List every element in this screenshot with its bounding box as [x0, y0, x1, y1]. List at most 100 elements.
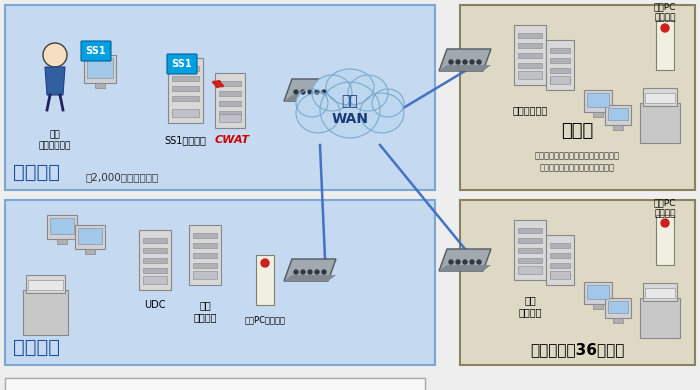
Text: SS1: SS1 [85, 46, 106, 56]
Bar [640, 103, 680, 143]
Bar [550, 243, 570, 248]
Text: 広域
WAN: 広域 WAN [332, 94, 368, 126]
Bar [95, 83, 105, 88]
Polygon shape [439, 65, 491, 71]
Bar [256, 255, 274, 305]
Text: 不正PC
遮断装置: 不正PC 遮断装置 [654, 198, 676, 218]
Bar [514, 220, 546, 280]
Circle shape [470, 260, 474, 264]
Bar [139, 230, 171, 290]
Bar [546, 40, 574, 90]
Bar [50, 218, 74, 234]
Text: SS1: SS1 [172, 59, 193, 69]
Ellipse shape [312, 75, 352, 111]
Circle shape [308, 270, 312, 274]
Bar [587, 93, 609, 107]
Bar [219, 91, 241, 96]
Bar [75, 225, 105, 249]
Bar [550, 48, 570, 53]
Text: 大阪本社: 大阪本社 [13, 163, 60, 182]
Ellipse shape [320, 82, 380, 138]
Circle shape [456, 260, 460, 264]
Circle shape [315, 270, 319, 274]
Circle shape [463, 260, 467, 264]
Bar [5, 5, 435, 190]
Bar [85, 249, 95, 254]
Bar [189, 225, 221, 285]
Ellipse shape [372, 89, 404, 117]
Bar [460, 5, 695, 190]
Bar [605, 298, 631, 318]
Circle shape [477, 60, 481, 64]
Circle shape [322, 90, 326, 94]
Bar [608, 108, 628, 120]
Bar [587, 285, 609, 299]
Polygon shape [284, 275, 336, 281]
Circle shape [477, 260, 481, 264]
Bar [593, 112, 603, 117]
Polygon shape [284, 259, 336, 281]
Bar [518, 266, 542, 274]
Bar [518, 43, 542, 48]
Bar [514, 25, 546, 85]
Bar [550, 76, 570, 84]
Polygon shape [439, 265, 491, 271]
Ellipse shape [296, 89, 328, 117]
Bar [172, 66, 199, 71]
Text: 不正PC遮断装置: 不正PC遮断装置 [244, 315, 286, 324]
Bar [605, 105, 631, 125]
Text: 東京本社: 東京本社 [13, 338, 60, 357]
Bar [172, 96, 199, 101]
Bar [645, 288, 675, 298]
Bar [518, 258, 542, 263]
Bar [172, 109, 199, 117]
Circle shape [456, 60, 460, 64]
Circle shape [463, 60, 467, 64]
Text: 管理
クライアント: 管理 クライアント [39, 130, 71, 150]
Bar [613, 125, 623, 130]
Circle shape [46, 43, 64, 61]
Text: 収集
サーバー: 収集 サーバー [193, 300, 217, 323]
Bar [193, 271, 217, 279]
Bar [26, 275, 65, 293]
Bar [143, 276, 167, 284]
Bar [550, 78, 570, 83]
Bar [47, 215, 77, 239]
Bar [643, 88, 677, 106]
Circle shape [294, 90, 298, 94]
Bar [460, 200, 695, 365]
Bar [656, 20, 674, 70]
Circle shape [301, 270, 305, 274]
Ellipse shape [348, 75, 388, 111]
Bar [87, 58, 113, 78]
Bar [550, 68, 570, 73]
Bar [518, 33, 542, 38]
Bar [219, 111, 241, 116]
FancyBboxPatch shape [81, 41, 111, 61]
Bar [550, 58, 570, 63]
Bar [550, 263, 570, 268]
Text: ＊2,000台を一括管理: ＊2,000台を一括管理 [85, 172, 158, 182]
Text: （北海道、東北、関東、北陸、中部、
近畑、中国、四国、九州、沖縄）: （北海道、東北、関東、北陸、中部、 近畑、中国、四国、九州、沖縄） [535, 151, 620, 172]
Circle shape [449, 60, 453, 64]
Polygon shape [284, 79, 336, 101]
Bar [546, 235, 574, 285]
Circle shape [43, 43, 67, 67]
Bar [143, 238, 167, 243]
Text: 収集
サーバー: 収集 サーバー [518, 295, 542, 317]
Ellipse shape [360, 93, 404, 133]
Ellipse shape [296, 93, 340, 133]
Bar [143, 268, 167, 273]
FancyBboxPatch shape [167, 54, 197, 74]
Bar [143, 258, 167, 263]
Bar [518, 53, 542, 58]
Bar [518, 71, 542, 79]
Bar [584, 282, 612, 304]
Bar [550, 271, 570, 279]
Circle shape [315, 90, 319, 94]
Circle shape [301, 90, 305, 94]
Circle shape [261, 259, 269, 267]
Bar [172, 86, 199, 91]
Bar [5, 378, 425, 390]
Text: 収集サーバー: 収集サーバー [512, 105, 547, 115]
